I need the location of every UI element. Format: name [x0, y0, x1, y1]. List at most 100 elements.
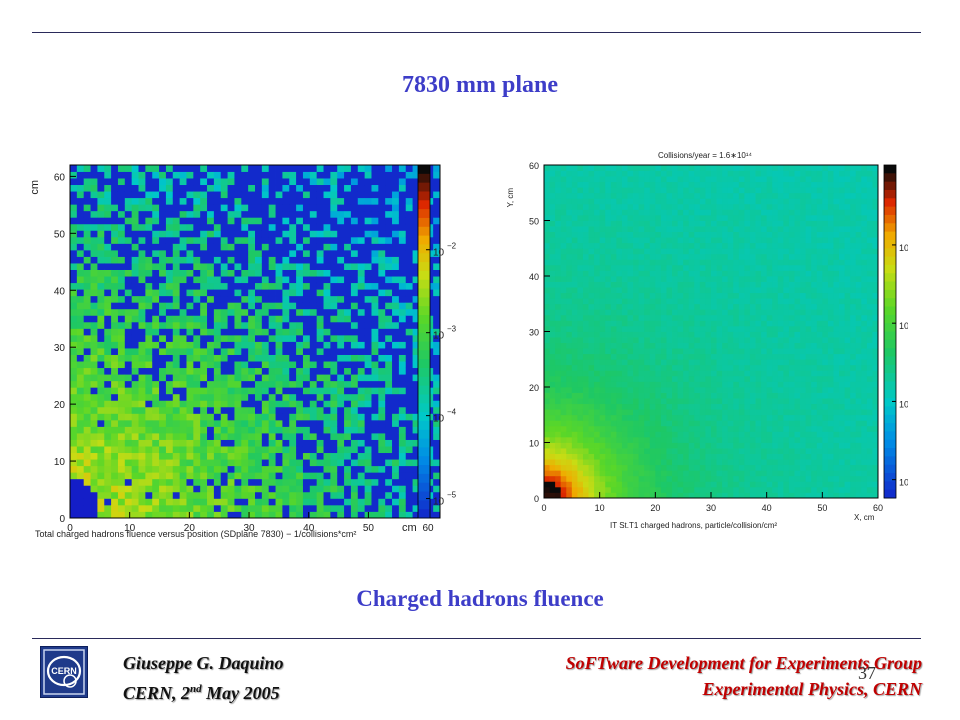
- colorbar-segment: [418, 465, 430, 475]
- heatmap-cell: [699, 270, 706, 277]
- heatmap-cell: [83, 171, 91, 179]
- heatmap-cell: [70, 504, 78, 512]
- heatmap-cell: [544, 209, 550, 216]
- heatmap-cell: [577, 176, 584, 183]
- heatmap-cell: [282, 498, 290, 506]
- heatmap-cell: [660, 414, 667, 421]
- heatmap-cell: [268, 282, 276, 290]
- heatmap-cell: [582, 370, 589, 377]
- heatmap-cell: [337, 452, 345, 460]
- heatmap-cell: [385, 276, 393, 284]
- heatmap-cell: [172, 485, 181, 493]
- heatmap-cell: [638, 176, 645, 183]
- heatmap-cell: [83, 217, 91, 225]
- heatmap-cell: [145, 406, 153, 414]
- heatmap-cell: [138, 204, 146, 212]
- heatmap-cell: [337, 263, 345, 270]
- heatmap-cell: [213, 263, 222, 270]
- heatmap-cell: [594, 403, 601, 410]
- heatmap-cell: [566, 414, 573, 421]
- heatmap-cell: [186, 446, 194, 454]
- heatmap-cell: [605, 198, 612, 205]
- heatmap-cell: [577, 486, 584, 493]
- heatmap-cell: [666, 331, 673, 338]
- heatmap-cell: [660, 436, 667, 443]
- heatmap-cell: [138, 308, 146, 316]
- heatmap-cell: [711, 364, 717, 371]
- heatmap-cell: [131, 452, 139, 460]
- heatmap-cell: [186, 315, 194, 323]
- heatmap-cell: [138, 315, 146, 323]
- heatmap-cell: [582, 436, 589, 443]
- heatmap-cell: [694, 242, 701, 249]
- heatmap-cell: [330, 485, 338, 493]
- heatmap-cell: [138, 354, 146, 362]
- heatmap-cell: [83, 191, 91, 199]
- heatmap-cell: [172, 334, 181, 342]
- heatmap-cell: [385, 295, 393, 303]
- heatmap-cell: [76, 321, 85, 329]
- heatmap-cell: [357, 413, 366, 421]
- heatmap-cell: [688, 420, 695, 427]
- heatmap-cell: [688, 475, 695, 482]
- colorbar-segment: [418, 438, 430, 448]
- heatmap-cell: [599, 370, 606, 377]
- heatmap-cell: [309, 315, 318, 323]
- heatmap-cell: [588, 181, 595, 188]
- heatmap-cell: [227, 334, 235, 342]
- heatmap-cell: [289, 498, 297, 506]
- heatmap-cell: [555, 337, 562, 343]
- heatmap-cell: [241, 184, 249, 192]
- heatmap-cell: [97, 504, 105, 512]
- heatmap-cell: [549, 325, 556, 332]
- heatmap-cell: [186, 171, 194, 179]
- heatmap-cell: [666, 453, 673, 460]
- heatmap-cell: [582, 242, 589, 249]
- heatmap-cell: [716, 431, 723, 438]
- heatmap-cell: [666, 220, 673, 227]
- heatmap-cell: [398, 504, 407, 512]
- heatmap-cell: [159, 165, 167, 172]
- heatmap-cell: [200, 243, 208, 251]
- heatmap-cell: [234, 328, 242, 336]
- heatmap-cell: [316, 459, 324, 467]
- heatmap-cell: [433, 348, 441, 355]
- heatmap-cell: [588, 214, 595, 221]
- heatmap-cell: [616, 242, 623, 249]
- heatmap-cell: [544, 403, 550, 410]
- heatmap-cell: [282, 308, 290, 316]
- heatmap-cell: [124, 459, 133, 467]
- heatmap-cell: [296, 367, 304, 375]
- heatmap-cell: [213, 341, 222, 349]
- heatmap-cell: [255, 236, 263, 244]
- heatmap-cell: [104, 230, 112, 238]
- heatmap-cell: [398, 472, 407, 480]
- heatmap-cell: [716, 209, 723, 216]
- heatmap-cell: [412, 302, 420, 310]
- heatmap-cell: [398, 426, 407, 434]
- heatmap-cell: [549, 481, 556, 488]
- heatmap-cell: [70, 165, 78, 172]
- heatmap-cell: [186, 217, 194, 225]
- heatmap-cell: [571, 464, 578, 471]
- heatmap-cell: [111, 249, 119, 257]
- heatmap-cell: [330, 249, 338, 257]
- heatmap-cell: [234, 217, 242, 225]
- heatmap-cell: [433, 446, 441, 454]
- heatmap-cell: [683, 342, 690, 349]
- heatmap-cell: [566, 176, 573, 183]
- heatmap-cell: [97, 230, 105, 238]
- heatmap-cell: [433, 204, 441, 212]
- heatmap-cell: [683, 170, 690, 177]
- heatmap-cell: [234, 289, 242, 297]
- heatmap-cell: [275, 178, 283, 186]
- heatmap-cell: [616, 231, 623, 238]
- heatmap-cell: [621, 231, 628, 238]
- heatmap-cell: [364, 295, 372, 303]
- heatmap-cell: [705, 276, 712, 282]
- heatmap-cell: [165, 348, 174, 355]
- heatmap-cell: [705, 314, 712, 321]
- heatmap-cell: [571, 237, 578, 244]
- heatmap-cell: [241, 400, 249, 408]
- heatmap-cell: [638, 253, 645, 260]
